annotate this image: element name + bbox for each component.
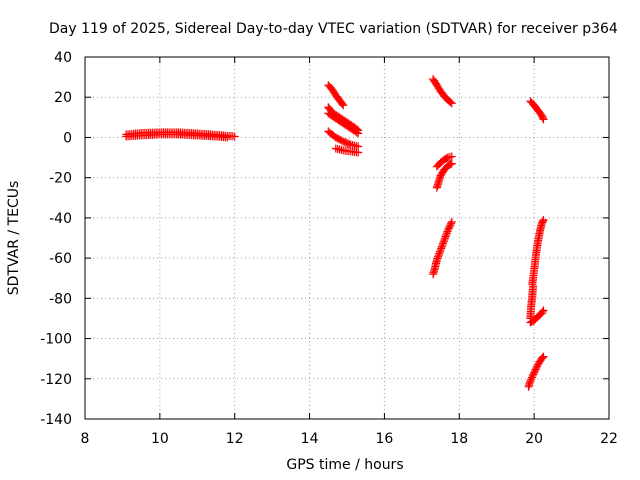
data-point [442, 229, 451, 238]
data-point [434, 252, 443, 261]
x-tick-label: 10 [151, 431, 169, 447]
data-point [447, 152, 456, 161]
x-tick-label: 16 [376, 431, 394, 447]
data-point [446, 98, 455, 107]
data-point [447, 99, 456, 108]
y-tick-label: 40 [54, 50, 72, 66]
data-point [440, 234, 449, 243]
data-point [529, 282, 538, 291]
data-point [438, 241, 447, 250]
data-point [345, 139, 354, 148]
x-tick-label: 12 [226, 431, 244, 447]
data-point [538, 114, 547, 123]
y-axis: -140 -120 -100 -80 -60 -40 -20 0 20 40 [40, 50, 609, 428]
x-tick-label: 20 [525, 431, 543, 447]
data-point [538, 307, 547, 316]
data-point [437, 242, 446, 251]
data-point [435, 247, 444, 256]
data-point [539, 306, 548, 315]
grid [85, 57, 609, 419]
x-axis-label: GPS time / hours [286, 457, 403, 473]
data-point [223, 133, 232, 142]
data-point [440, 236, 449, 245]
y-tick-label: -100 [40, 332, 72, 348]
y-tick-label: -40 [49, 211, 72, 227]
data-point [436, 246, 445, 255]
data-point [441, 232, 450, 241]
data-point [539, 215, 548, 224]
chart-title: Day 119 of 2025, Sidereal Day-to-day VTE… [49, 21, 618, 37]
data-point [432, 256, 441, 265]
data-point [443, 227, 452, 236]
y-tick-label: -80 [49, 291, 72, 307]
data-point [537, 354, 546, 363]
data-point [434, 251, 443, 260]
data-point [442, 230, 451, 239]
y-tick-label: 0 [63, 130, 72, 146]
data-point [354, 148, 363, 157]
y-tick-label: -60 [49, 251, 72, 267]
data-points [122, 75, 548, 391]
x-tick-label: 22 [600, 431, 618, 447]
y-axis-label: SDTVAR / TECUs [6, 181, 22, 296]
x-tick-label: 8 [81, 431, 90, 447]
y-tick-label: -120 [40, 372, 72, 388]
data-point [352, 128, 361, 137]
data-point [447, 219, 456, 228]
data-point [338, 100, 347, 109]
data-point [446, 160, 455, 169]
x-tick-label: 14 [301, 431, 319, 447]
data-point [439, 239, 448, 248]
data-point [435, 249, 444, 258]
data-point [354, 129, 363, 138]
data-point [539, 352, 548, 361]
x-axis: 8 10 12 14 16 18 20 22 [81, 57, 618, 447]
data-point [339, 101, 348, 110]
data-point [538, 353, 547, 362]
data-point [230, 132, 239, 141]
data-point [539, 115, 548, 124]
y-tick-label: -20 [49, 171, 72, 187]
data-point [447, 159, 456, 168]
y-tick-label: -140 [40, 412, 72, 428]
data-point [439, 237, 448, 246]
data-point [433, 254, 442, 263]
data-point [437, 244, 446, 253]
y-tick-label: 20 [54, 90, 72, 106]
x-tick-label: 18 [450, 431, 468, 447]
data-point [447, 217, 456, 226]
data-point [538, 217, 547, 226]
plot-frame [84, 56, 610, 420]
